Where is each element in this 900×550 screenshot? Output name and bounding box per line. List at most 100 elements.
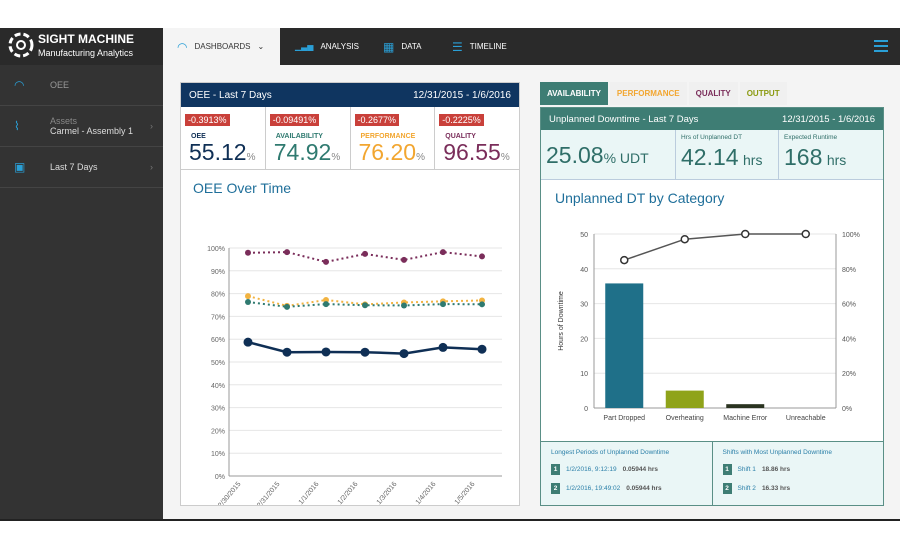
list-item[interactable]: 2 1/2/2016, 19:49:02 0.05944 hrs bbox=[551, 483, 702, 494]
top-shifts: Shifts with Most Unplanned Downtime 1 Shif… bbox=[713, 442, 884, 505]
nav-label: ANALYSIS bbox=[320, 42, 360, 51]
sidebar-item-date-range[interactable]: ▣ Last 7 Days › bbox=[0, 147, 163, 188]
sidebar-item-assets[interactable]: ⌇ Assets Carmel - Assembly 1 › bbox=[0, 106, 163, 147]
kpi-label: PERFORMANCE bbox=[360, 133, 416, 140]
y2-tick-label: 60% bbox=[842, 302, 856, 309]
bar bbox=[605, 283, 644, 408]
kpi-unit: hrs bbox=[743, 152, 763, 168]
timeline-icon: ☰ bbox=[452, 39, 463, 54]
delta-badge: -0.2225% bbox=[439, 114, 484, 126]
x-tick-label: Unreachable bbox=[786, 415, 826, 422]
app: SIGHT MACHINE Manufacturing Analytics ◠ D… bbox=[0, 28, 900, 521]
tab-quality[interactable]: QUALITY bbox=[688, 82, 738, 105]
logo[interactable]: SIGHT MACHINE Manufacturing Analytics bbox=[8, 32, 163, 62]
date-range: 12/31/2015 - 1/6/2016 bbox=[413, 89, 511, 101]
y-tick-label: 20% bbox=[211, 428, 225, 435]
kpi-availability: -0.09491% AVAILABILITY 74.92% bbox=[266, 107, 351, 169]
y-tick-label: 20 bbox=[580, 336, 588, 343]
y-tick-label: 10% bbox=[211, 451, 225, 458]
nav-dashboards[interactable]: ◠ DASHBOARDS ⌄ bbox=[163, 28, 280, 65]
kpi-unit: % bbox=[416, 152, 425, 163]
udt-value: 25.08 bbox=[546, 142, 604, 168]
sidebar-item-oee[interactable]: ◠ OEE bbox=[0, 65, 163, 106]
sidebar-item-sublabel: Assets bbox=[50, 116, 78, 126]
kpi-value: 76.20 bbox=[358, 139, 417, 165]
nav-data[interactable]: ▦ DATA bbox=[383, 28, 422, 65]
kpi-label: AVAILABILITY bbox=[275, 133, 323, 140]
y2-tick-label: 20% bbox=[842, 371, 856, 378]
tab-availability[interactable]: AVAILABILITY bbox=[540, 82, 608, 105]
section-title: Longest Periods of Unplanned Downtime bbox=[551, 449, 670, 456]
bar-chart-icon: ▁▃▅ bbox=[295, 42, 314, 51]
gauge-icon: ◠ bbox=[14, 78, 25, 92]
cumulative-point bbox=[680, 234, 689, 244]
list-item[interactable]: 2 Shift 2 16.33 hrs bbox=[722, 483, 874, 494]
x-tick-label: 1/1/2016 bbox=[298, 481, 321, 505]
x-tick-label: 1/3/2016 bbox=[376, 481, 399, 505]
section-title: Shifts with Most Unplanned Downtime bbox=[722, 449, 832, 456]
list-item[interactable]: 1 1/2/2016, 9:12:19 0.05944 hrs bbox=[551, 464, 702, 475]
brand-name: SIGHT MACHINE bbox=[38, 32, 134, 46]
y-tick-label: 0% bbox=[215, 474, 225, 481]
kpi-quality: -0.2225% QUALITY 96.55% bbox=[435, 107, 519, 169]
y-tick-label: 80% bbox=[211, 292, 225, 299]
y2-tick-label: 0% bbox=[842, 406, 852, 413]
y-tick-label: 10 bbox=[580, 371, 588, 378]
item-duration: 0.05944 hrs bbox=[622, 466, 659, 473]
quality-point bbox=[245, 249, 251, 256]
kpi-unit: hrs bbox=[826, 152, 847, 168]
oee-point bbox=[243, 337, 253, 347]
x-tick-label: 12/31/2015 bbox=[254, 481, 282, 505]
y2-tick-label: 80% bbox=[842, 267, 856, 274]
x-tick-label: Part Dropped bbox=[603, 415, 645, 422]
gear-logo-icon bbox=[8, 32, 34, 58]
bar bbox=[726, 404, 765, 408]
y-tick-label: 40% bbox=[211, 383, 225, 390]
list-item[interactable]: 1 Shift 1 18.86 hrs bbox=[722, 464, 874, 475]
nav-timeline[interactable]: ☰ TIMELINE bbox=[452, 28, 507, 65]
quality-point bbox=[323, 258, 329, 265]
chevron-right-icon: › bbox=[150, 121, 153, 131]
item-label: 1/2/2016, 19:49:02 bbox=[566, 485, 621, 492]
y-tick-label: 70% bbox=[211, 314, 225, 321]
kpi-row: -0.3913% OEE 55.12% -0.09491% AVAILABILITY 74… bbox=[181, 107, 519, 170]
quality-point bbox=[440, 249, 446, 256]
panel-title: OEE - Last 7 Days bbox=[189, 89, 272, 101]
rank-badge: 1 bbox=[722, 464, 732, 475]
kpi-performance: -0.2677% PERFORMANCE 76.20% bbox=[351, 107, 436, 169]
kpi-label: Hrs of Unplanned DT bbox=[681, 134, 743, 141]
y-tick-label: 30% bbox=[211, 406, 225, 413]
chevron-right-icon: › bbox=[150, 162, 153, 172]
oee-panel: OEE - Last 7 Days 12/31/2015 - 1/6/2016 -… bbox=[180, 82, 520, 506]
kpi-value: 96.55 bbox=[443, 139, 501, 165]
downtime-summary: Longest Periods of Unplanned Downtime 1 1/… bbox=[541, 441, 883, 505]
panel-header: OEE - Last 7 Days 12/31/2015 - 1/6/2016 bbox=[181, 83, 519, 107]
availability-point bbox=[245, 299, 251, 306]
availability-point bbox=[323, 301, 329, 308]
robot-arm-icon: ⌇ bbox=[14, 119, 20, 133]
kpi-value-wrap: 55.12% bbox=[189, 140, 261, 170]
sidebar: ◠ OEE ⌇ Assets Carmel - Assembly 1 › ▣ Last 7… bbox=[0, 65, 163, 519]
kpi-value-wrap: 76.20% bbox=[359, 140, 431, 170]
quality-point bbox=[479, 253, 485, 260]
brand-tagline: Manufacturing Analytics bbox=[38, 48, 134, 58]
kpi-value: 42.14 bbox=[681, 144, 739, 170]
availability-point bbox=[284, 303, 290, 310]
delta-badge: -0.2677% bbox=[354, 114, 400, 126]
cumulative-point bbox=[620, 255, 629, 265]
udt-kpi: 25.08% UDT bbox=[541, 130, 676, 179]
sidebar-item-label: OEE bbox=[50, 80, 70, 90]
tab-output[interactable]: OUTPUT bbox=[739, 82, 787, 105]
y-tick-label: 50% bbox=[211, 360, 225, 367]
metric-tabs: AVAILABILITY PERFORMANCE QUALITY OUTPUT bbox=[540, 82, 787, 105]
rank-badge: 2 bbox=[551, 483, 560, 494]
availability-point bbox=[440, 301, 446, 308]
table-icon: ▦ bbox=[383, 39, 395, 54]
availability-point bbox=[362, 302, 368, 309]
oee-point bbox=[399, 349, 409, 359]
kpi-value: 74.92 bbox=[273, 139, 332, 165]
y-tick-label: 60% bbox=[211, 337, 225, 344]
tab-performance[interactable]: PERFORMANCE bbox=[609, 82, 687, 105]
nav-analysis[interactable]: ▁▃▅ ANALYSIS bbox=[295, 28, 359, 65]
menu-icon[interactable] bbox=[874, 40, 888, 52]
